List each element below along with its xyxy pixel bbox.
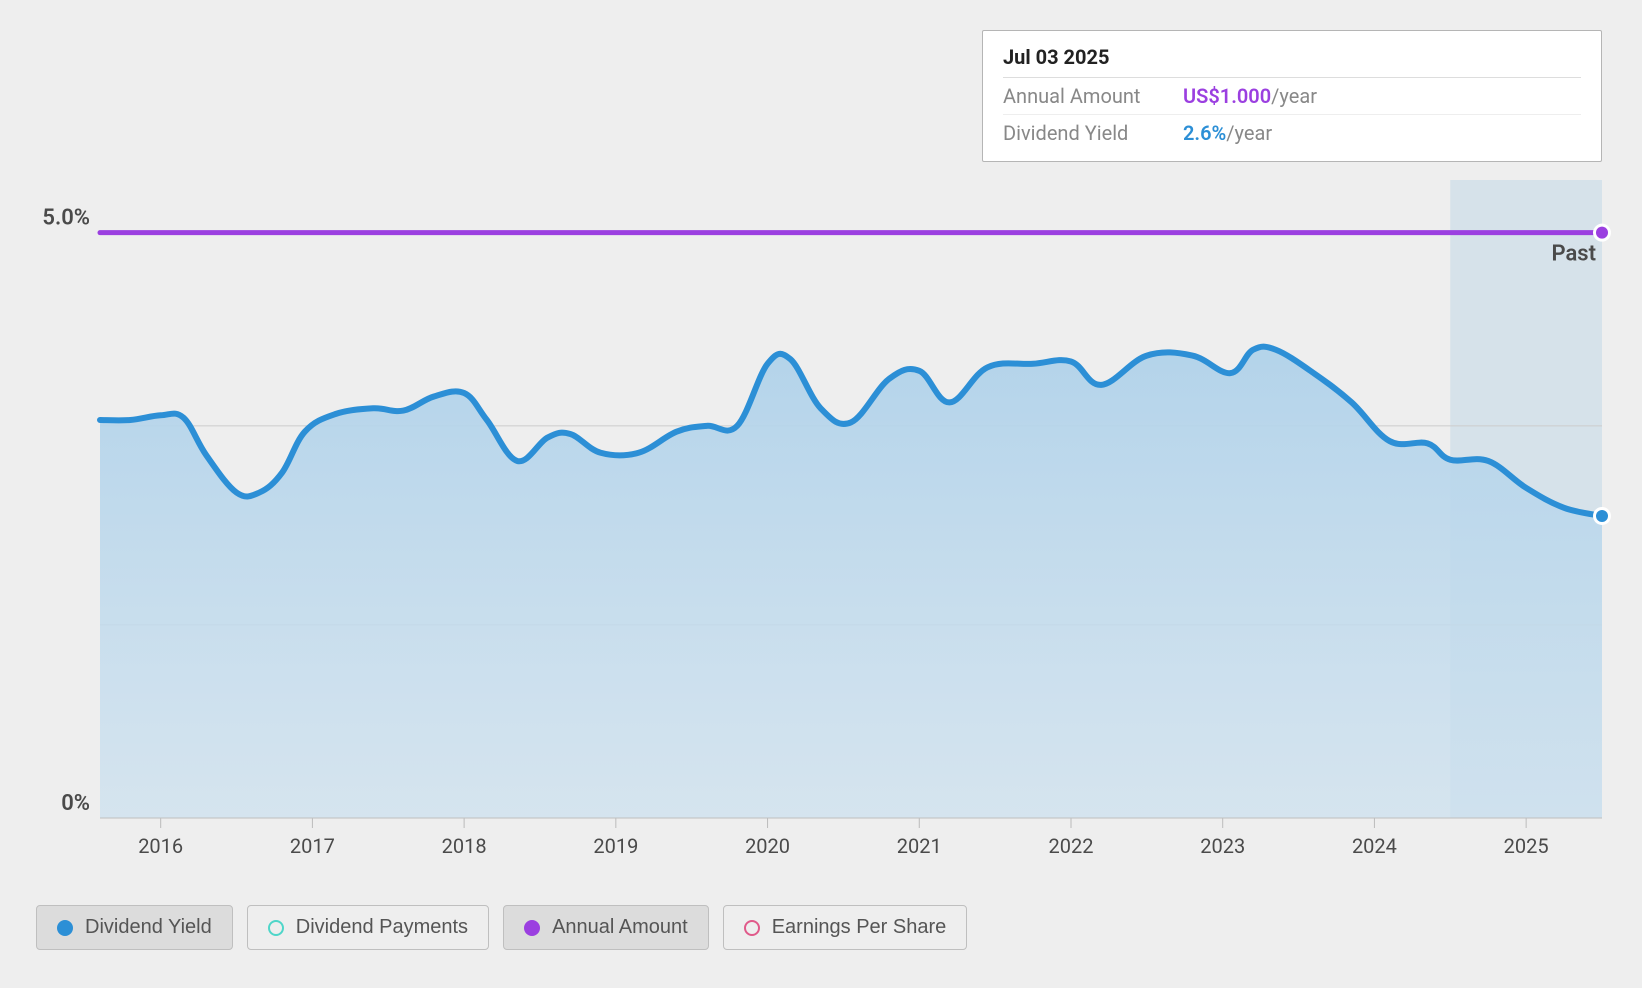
tooltip-row: Dividend Yield2.6%/year <box>1003 115 1581 151</box>
svg-text:2017: 2017 <box>290 834 335 858</box>
svg-text:2016: 2016 <box>138 834 183 858</box>
tooltip-date: Jul 03 2025 <box>1003 45 1581 78</box>
tooltip-row-value: 2.6%/year <box>1183 121 1272 145</box>
legend-toggle-annual-amount[interactable]: Annual Amount <box>503 905 709 950</box>
tooltip-row: Annual AmountUS$1.000/year <box>1003 78 1581 115</box>
svg-text:2023: 2023 <box>1200 834 1245 858</box>
tooltip-row-label: Dividend Yield <box>1003 121 1183 145</box>
svg-text:2022: 2022 <box>1049 834 1094 858</box>
svg-text:2024: 2024 <box>1352 834 1397 858</box>
legend-label: Earnings Per Share <box>772 916 947 939</box>
legend-label: Annual Amount <box>552 916 688 939</box>
legend-label: Dividend Payments <box>296 916 468 939</box>
svg-text:5.0%: 5.0% <box>42 206 90 231</box>
dividend-yield-chart: 2016 2017 2018 2019 2020 2021 2022 2023 2024 2025… <box>30 30 1612 878</box>
legend-dot-icon <box>57 920 73 936</box>
svg-text:2020: 2020 <box>745 834 790 858</box>
tooltip-row-label: Annual Amount <box>1003 84 1183 108</box>
legend-toggle-dividend-yield[interactable]: Dividend Yield <box>36 905 233 950</box>
legend-label: Dividend Yield <box>85 916 212 939</box>
legend-ring-icon <box>744 920 760 936</box>
legend-dot-icon <box>524 920 540 936</box>
svg-text:2025: 2025 <box>1504 834 1549 858</box>
legend-toggle-dividend-payments[interactable]: Dividend Payments <box>247 905 489 950</box>
svg-text:2019: 2019 <box>593 834 638 858</box>
chart-legend: Dividend Yield Dividend Payments Annual Am… <box>36 905 967 950</box>
svg-text:2018: 2018 <box>442 834 487 858</box>
svg-text:0%: 0% <box>61 791 90 816</box>
svg-text:2021: 2021 <box>897 834 942 858</box>
tooltip-row-value: US$1.000/year <box>1183 84 1317 108</box>
legend-ring-icon <box>268 920 284 936</box>
chart-tooltip: Jul 03 2025 Annual AmountUS$1.000/yearDi… <box>982 30 1602 162</box>
tooltip-rows: Annual AmountUS$1.000/yearDividend Yield… <box>1003 78 1581 151</box>
legend-toggle-earnings-per-share[interactable]: Earnings Per Share <box>723 905 968 950</box>
svg-text:Past: Past <box>1551 242 1596 267</box>
